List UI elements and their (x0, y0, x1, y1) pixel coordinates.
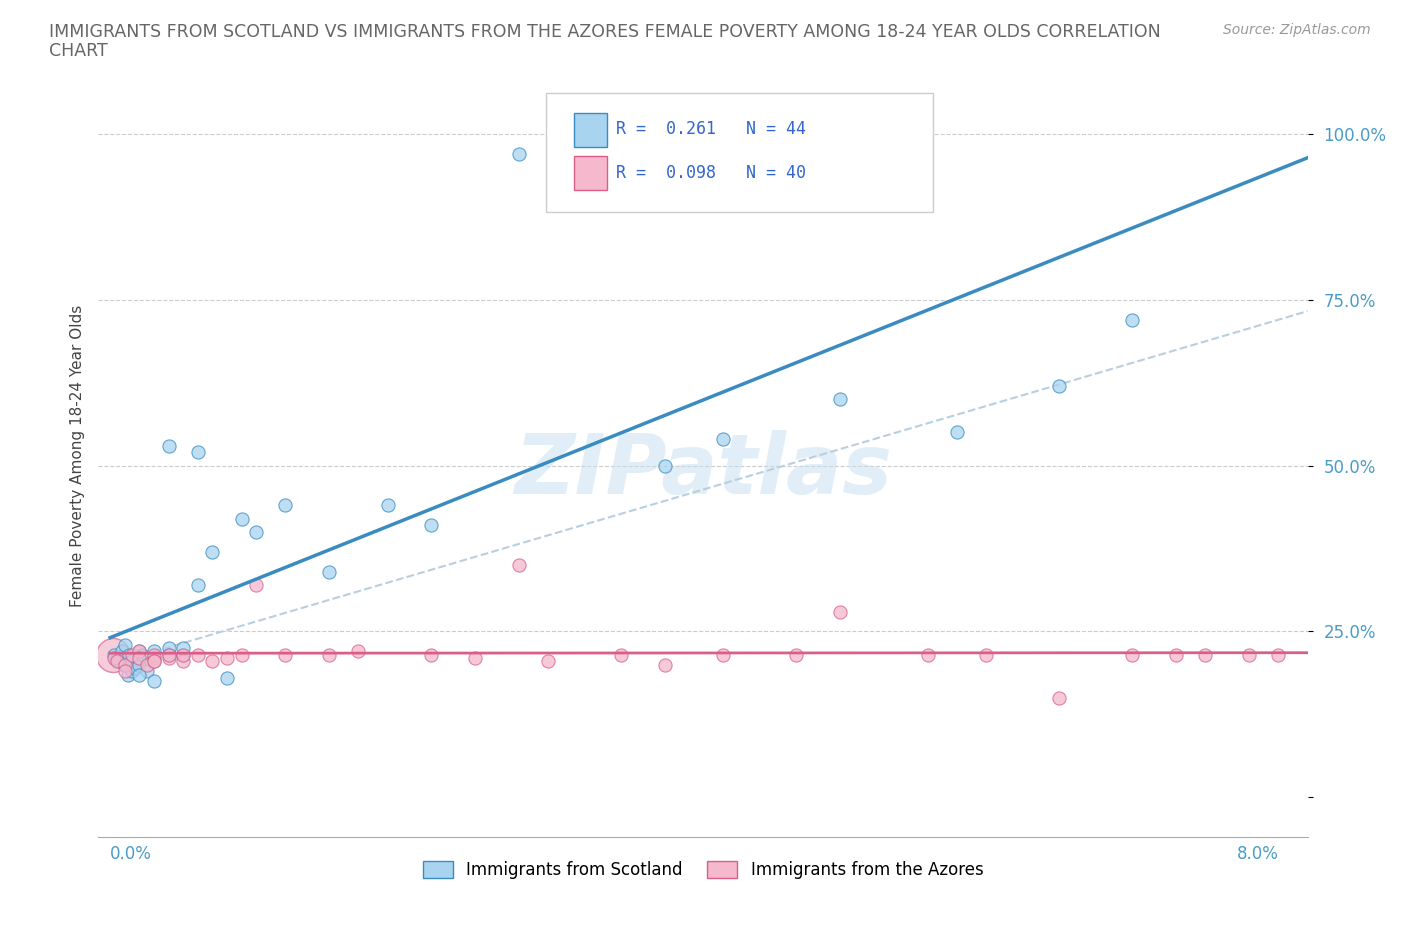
Point (654, 458, 676, 473)
Point (172, 641, 194, 656)
Point (640, 147, 662, 162)
Point (142, 673, 165, 688)
Point (107, 650, 129, 665)
Point (135, 664, 157, 679)
Point (128, 644, 150, 658)
Point (420, 647, 443, 662)
Y-axis label: Female Poverty Among 18-24 Year Olds: Female Poverty Among 18-24 Year Olds (69, 305, 84, 607)
Point (508, 558, 530, 573)
Point (1237, 647, 1260, 662)
Point (318, 647, 340, 662)
Text: R =  0.261   N = 44: R = 0.261 N = 44 (616, 120, 806, 139)
Point (107, 654, 129, 669)
Point (103, 650, 125, 665)
Point (128, 658, 150, 672)
Point (1047, 690, 1070, 705)
Point (111, 644, 134, 658)
Point (830, 604, 852, 619)
Point (128, 650, 150, 665)
Point (215, 671, 238, 685)
FancyBboxPatch shape (574, 156, 607, 191)
Point (142, 654, 165, 669)
Point (157, 647, 180, 662)
Point (713, 432, 735, 446)
Point (201, 654, 224, 669)
Point (946, 425, 969, 440)
Point (974, 647, 997, 662)
Point (101, 647, 124, 662)
Point (103, 647, 125, 662)
Point (567, 147, 589, 162)
Point (131, 647, 153, 662)
Point (128, 644, 150, 658)
Point (245, 578, 267, 592)
Point (654, 658, 676, 672)
Point (201, 544, 224, 559)
Point (157, 647, 180, 662)
Text: ZIPatlas: ZIPatlas (515, 431, 891, 512)
Point (1194, 647, 1216, 662)
Point (187, 647, 209, 662)
Point (187, 578, 209, 592)
Point (318, 565, 340, 579)
Text: 8.0%: 8.0% (1236, 845, 1278, 863)
Point (114, 658, 136, 672)
Point (114, 664, 136, 679)
Point (274, 647, 297, 662)
Point (215, 650, 238, 665)
Point (121, 647, 143, 662)
Point (117, 667, 139, 682)
Point (713, 647, 735, 662)
Point (1121, 647, 1143, 662)
Point (537, 654, 560, 669)
Point (142, 654, 165, 669)
Point (1121, 312, 1143, 327)
Point (142, 647, 165, 662)
Point (142, 644, 165, 658)
Legend: Immigrants from Scotland, Immigrants from the Azores: Immigrants from Scotland, Immigrants fro… (416, 855, 990, 886)
Point (245, 525, 267, 539)
Point (508, 147, 530, 162)
Text: R =  0.098   N = 40: R = 0.098 N = 40 (616, 164, 806, 181)
Point (114, 637, 136, 652)
Point (172, 647, 194, 662)
Point (1166, 647, 1188, 662)
Point (231, 512, 253, 526)
Point (128, 650, 150, 665)
FancyBboxPatch shape (546, 94, 932, 212)
Point (124, 660, 146, 675)
Point (274, 498, 297, 512)
Point (172, 654, 194, 669)
Point (172, 647, 194, 662)
Point (1267, 647, 1289, 662)
Point (121, 664, 143, 679)
Point (114, 658, 136, 672)
Point (135, 658, 157, 672)
Point (187, 445, 209, 459)
Point (231, 647, 253, 662)
Point (142, 650, 165, 665)
Point (377, 498, 399, 512)
Point (157, 641, 180, 656)
Point (347, 644, 370, 658)
FancyBboxPatch shape (574, 113, 607, 147)
Point (610, 647, 633, 662)
Point (121, 654, 143, 669)
Text: CHART: CHART (49, 42, 108, 60)
Point (108, 654, 131, 669)
Point (157, 650, 180, 665)
Point (128, 667, 150, 682)
Text: IMMIGRANTS FROM SCOTLAND VS IMMIGRANTS FROM THE AZORES FEMALE POVERTY AMONG 18-2: IMMIGRANTS FROM SCOTLAND VS IMMIGRANTS F… (49, 23, 1161, 41)
Point (118, 647, 141, 662)
Text: 0.0%: 0.0% (110, 845, 152, 863)
Point (1047, 379, 1070, 393)
Point (917, 647, 939, 662)
Point (830, 392, 852, 406)
Point (420, 518, 443, 533)
Point (464, 650, 486, 665)
Point (785, 647, 807, 662)
Point (157, 438, 180, 453)
Text: Source: ZipAtlas.com: Source: ZipAtlas.com (1223, 23, 1371, 37)
